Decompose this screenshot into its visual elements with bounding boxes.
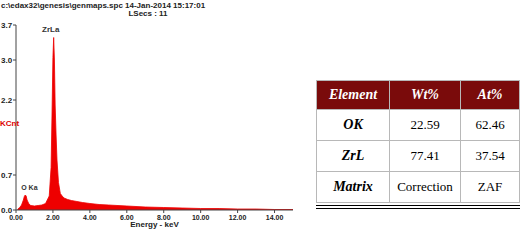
- cell: ZAF: [461, 172, 520, 203]
- x-tick: [52, 210, 53, 213]
- cell: 22.59: [390, 110, 461, 141]
- x-tick-label: 0.00: [9, 214, 23, 221]
- header-row: ElementWt%At%: [317, 81, 520, 110]
- cell: 62.46: [461, 110, 520, 141]
- x-tick-label: 2.00: [46, 214, 60, 221]
- y-tick: [13, 100, 16, 101]
- x-tick-label: 10.00: [192, 214, 210, 221]
- x-label: Energy - keV: [130, 220, 179, 229]
- cell: Correction: [390, 172, 461, 203]
- y-tick: [13, 175, 16, 176]
- page: c:\edax32\genesis\genmaps.spc 14-Jan-201…: [0, 0, 521, 229]
- spectrum-chart: c:\edax32\genesis\genmaps.spc 14-Jan-201…: [0, 0, 521, 229]
- x-tick: [163, 210, 164, 213]
- y-tick-label: 0.7: [1, 171, 13, 180]
- x-tick-label: 12.00: [229, 214, 247, 221]
- y-tick: [13, 60, 16, 61]
- x-tick-label: 14.00: [266, 214, 284, 221]
- table-rule: [316, 208, 520, 209]
- x-tick: [126, 210, 127, 213]
- x-tick-label: 4.00: [83, 214, 97, 221]
- cell: ZrL: [317, 141, 390, 172]
- cell: 77.41: [390, 141, 461, 172]
- header-cell: Element: [317, 81, 390, 110]
- title: c:\edax32\genesis\genmaps.spc 14-Jan-201…: [1, 1, 206, 10]
- x-tick: [237, 210, 238, 213]
- header-cell: At%: [461, 81, 520, 110]
- y-tick-label: 3.0: [1, 56, 13, 65]
- cell: 37.54: [461, 141, 520, 172]
- y-tick-label: 2.2: [1, 96, 13, 105]
- row: ZrL77.4137.54: [317, 141, 520, 172]
- peak-label: ZrLa: [42, 25, 60, 34]
- table-rule: [316, 205, 520, 206]
- spectrum-area: [18, 38, 293, 211]
- x-tick: [274, 210, 275, 213]
- cell: OK: [317, 110, 390, 141]
- y-tick-label: 3.7: [1, 21, 13, 30]
- y-label: KCnt: [0, 119, 19, 128]
- peak-label: O Ka: [21, 184, 37, 191]
- results-table: ElementWt%At%OK22.5962.46ZrL77.4137.54Ma…: [316, 80, 520, 203]
- y-tick: [13, 25, 16, 26]
- x-tick: [16, 210, 17, 213]
- y-axis: [16, 25, 17, 210]
- row: MatrixCorrectionZAF: [317, 172, 520, 203]
- x-tick: [89, 210, 90, 213]
- header-cell: Wt%: [390, 81, 461, 110]
- cell: Matrix: [317, 172, 390, 203]
- subtitle: LSecs : 11: [128, 9, 168, 18]
- x-tick: [200, 210, 201, 213]
- row: OK22.5962.46: [317, 110, 520, 141]
- x-axis: [16, 210, 293, 211]
- plot-area: [18, 38, 293, 211]
